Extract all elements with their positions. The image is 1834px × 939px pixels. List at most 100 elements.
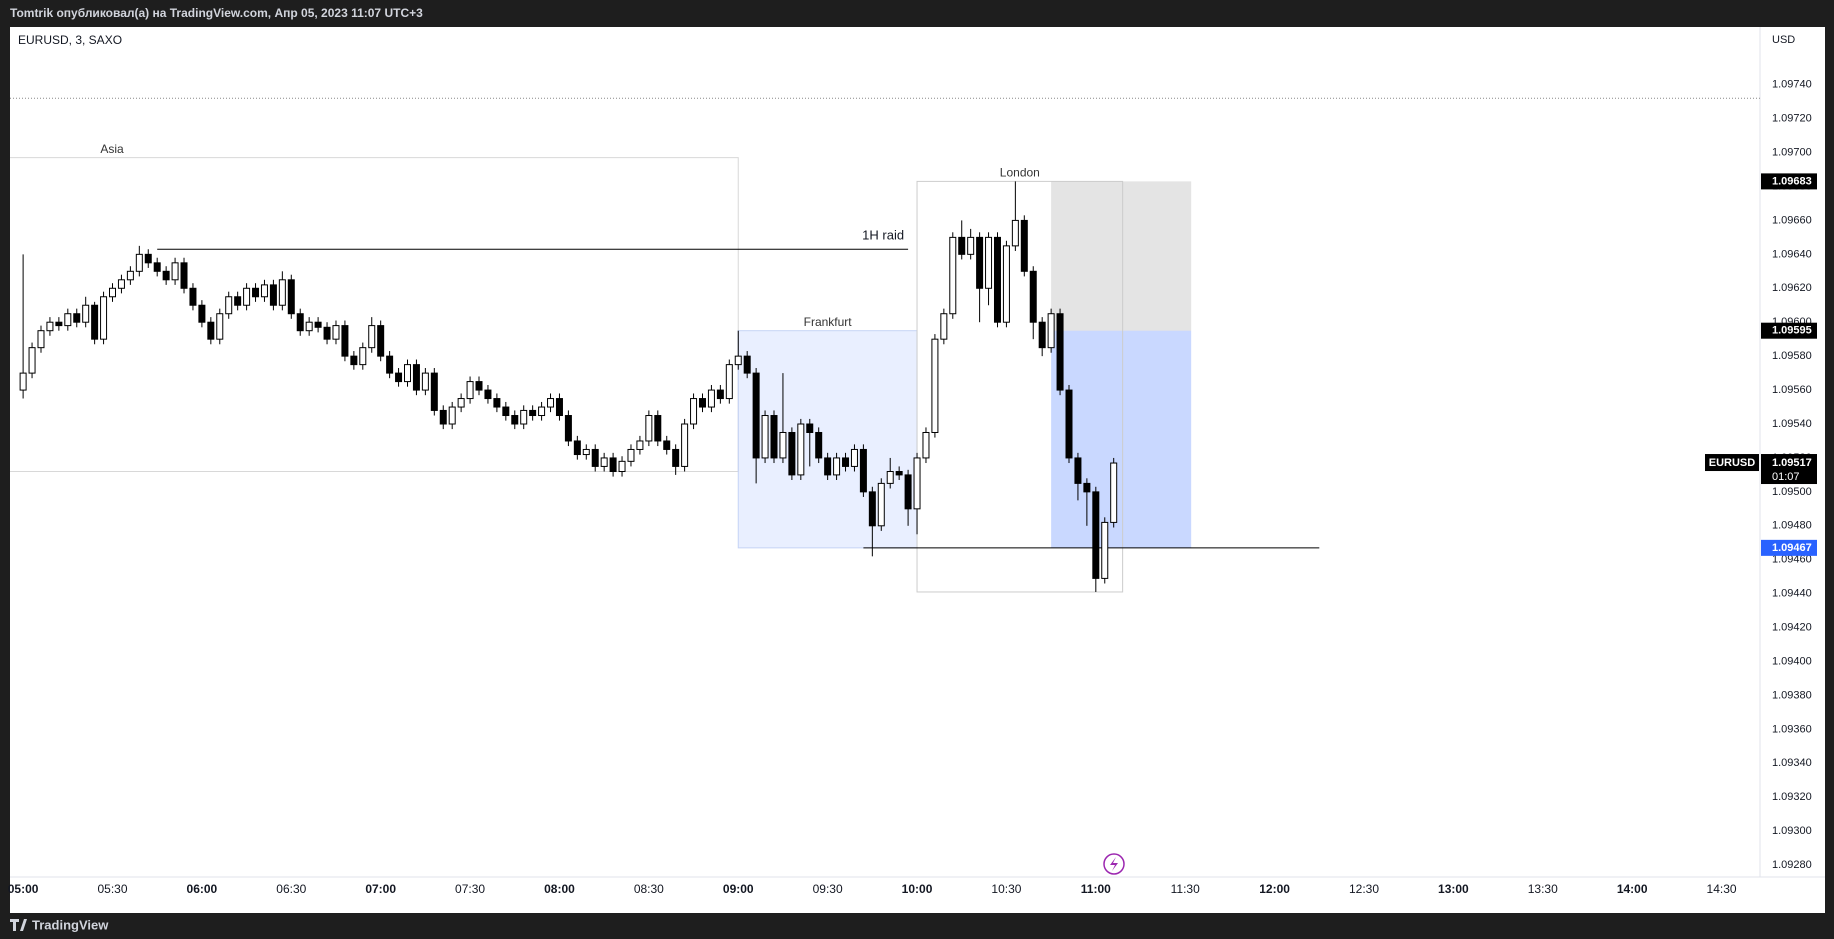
candle-body bbox=[716, 389, 724, 400]
x-tick-label: 11:30 bbox=[1171, 882, 1200, 896]
last-price-badge bbox=[1761, 454, 1817, 485]
candle-body bbox=[1092, 491, 1100, 579]
candle-body bbox=[243, 287, 251, 306]
candle-body bbox=[904, 474, 912, 510]
symbol-badge bbox=[1705, 454, 1759, 472]
candle-body bbox=[618, 460, 626, 473]
candle-body bbox=[707, 389, 715, 408]
candle-body bbox=[430, 372, 438, 411]
x-tick-label: 05:00 bbox=[8, 882, 39, 896]
candle-body bbox=[842, 457, 850, 467]
y-tick-label: 1.09620 bbox=[1772, 282, 1812, 294]
candle-body bbox=[654, 415, 662, 442]
candle-body bbox=[234, 296, 242, 306]
candle-body bbox=[645, 415, 653, 442]
x-tick-label: 13:00 bbox=[1438, 882, 1469, 896]
candle-body bbox=[305, 321, 313, 332]
candle-body bbox=[913, 457, 921, 510]
candle-body bbox=[73, 313, 81, 323]
candle-body bbox=[824, 457, 832, 476]
y-tick-label: 1.09540 bbox=[1772, 418, 1812, 430]
candle-body bbox=[850, 448, 858, 467]
candle-body bbox=[368, 325, 376, 349]
candle-body bbox=[216, 313, 224, 340]
candle-body bbox=[564, 415, 572, 442]
candle-body bbox=[198, 304, 206, 323]
candle-body bbox=[868, 491, 876, 527]
candle-body bbox=[395, 372, 403, 383]
candle-body bbox=[332, 325, 340, 340]
candle-body bbox=[1110, 462, 1118, 523]
candle-body bbox=[958, 236, 966, 255]
y-tick-label: 1.09480 bbox=[1772, 520, 1812, 532]
x-tick-label: 09:30 bbox=[813, 882, 843, 896]
x-tick-label: 07:30 bbox=[455, 882, 485, 896]
candle-body bbox=[189, 287, 197, 306]
candle-body bbox=[278, 279, 286, 306]
candle-body bbox=[555, 398, 563, 417]
candle-body bbox=[725, 364, 733, 400]
candle-body bbox=[153, 262, 161, 272]
x-tick-label: 08:30 bbox=[634, 882, 664, 896]
x-tick-label: 07:00 bbox=[365, 882, 396, 896]
x-tick-label: 10:00 bbox=[902, 882, 933, 896]
candle-body bbox=[225, 296, 233, 315]
y-tick-label: 1.09360 bbox=[1772, 723, 1812, 735]
candle-body bbox=[439, 409, 447, 425]
candle-body bbox=[1002, 245, 1010, 323]
countdown-label: 01:07 bbox=[1772, 471, 1800, 483]
candle-body bbox=[46, 321, 54, 332]
candle-body bbox=[502, 406, 510, 417]
x-tick-label: 12:00 bbox=[1259, 882, 1290, 896]
replay-icon[interactable] bbox=[1103, 853, 1125, 875]
brand-name: TradingView bbox=[32, 917, 109, 932]
candle-body bbox=[859, 448, 867, 493]
y-tick-label: 1.09320 bbox=[1772, 791, 1812, 803]
candle-body bbox=[457, 398, 465, 408]
candle-body bbox=[296, 313, 304, 332]
candle-body bbox=[1020, 219, 1028, 272]
price-badge-label: 1.09467 bbox=[1772, 542, 1812, 554]
raid-label: 1H raid bbox=[862, 228, 904, 243]
y-tick-label: 1.09460 bbox=[1772, 554, 1812, 566]
candle-body bbox=[1056, 313, 1064, 391]
x-tick-label: 10:30 bbox=[991, 882, 1021, 896]
candle-body bbox=[833, 457, 841, 476]
candle-body bbox=[1101, 521, 1109, 579]
header-title: Tomtrik опубликовал(а) на TradingView.co… bbox=[10, 6, 423, 20]
x-tick-label: 06:30 bbox=[276, 882, 306, 896]
candle-body bbox=[475, 381, 483, 391]
candle-body bbox=[949, 236, 957, 315]
price-badge bbox=[1761, 539, 1817, 556]
candle-body bbox=[815, 431, 823, 459]
candle-body bbox=[743, 355, 751, 374]
candle-body bbox=[511, 415, 519, 425]
session-box bbox=[916, 180, 1124, 593]
stop-zone bbox=[1051, 181, 1192, 331]
candle-body bbox=[547, 398, 555, 408]
brand: TradingView bbox=[10, 917, 109, 932]
candle-body bbox=[573, 440, 581, 456]
candle-body bbox=[144, 253, 152, 264]
candle-body bbox=[538, 406, 546, 417]
last-price-label: 1.09517 bbox=[1772, 457, 1812, 469]
icon-bolt bbox=[1110, 857, 1118, 871]
candle-body bbox=[993, 236, 1001, 323]
x-tick-label: 11:00 bbox=[1081, 882, 1111, 896]
candle-body bbox=[448, 406, 456, 425]
candle-body bbox=[135, 253, 143, 272]
candle-body bbox=[403, 364, 411, 383]
x-tick-label: 14:30 bbox=[1707, 882, 1737, 896]
candle-body bbox=[207, 321, 215, 340]
session-box bbox=[10, 157, 739, 473]
candle-body bbox=[180, 262, 188, 289]
candle-body bbox=[681, 423, 689, 467]
y-tick-label: 1.09340 bbox=[1772, 757, 1812, 769]
brand-logo bbox=[10, 919, 27, 931]
y-tick-label: 1.09440 bbox=[1772, 588, 1812, 600]
x-tick-label: 14:00 bbox=[1617, 882, 1648, 896]
y-tick-label: 1.09660 bbox=[1772, 214, 1812, 226]
x-tick-label: 12:30 bbox=[1349, 882, 1379, 896]
candle-body bbox=[350, 355, 358, 366]
candle-body bbox=[967, 236, 975, 255]
